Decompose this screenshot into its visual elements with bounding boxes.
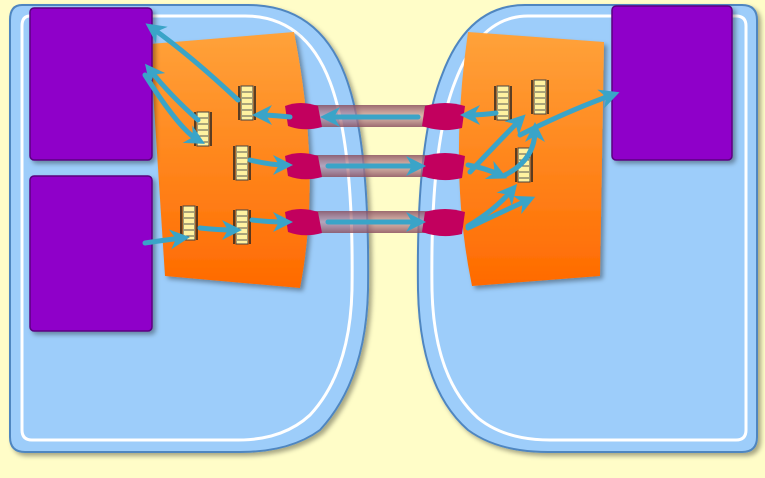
- queue-l3: [233, 145, 251, 181]
- arrow-set: [142, 23, 620, 250]
- arrow-channel2-to-queue: [465, 160, 508, 179]
- process-right-top: [611, 5, 733, 161]
- arrow-queue-to-queue: [197, 219, 242, 240]
- queue-r2: [531, 79, 549, 115]
- arrow-to-process-top-2: [145, 63, 201, 123]
- queue-l1: [238, 85, 256, 121]
- arrow-channel3-right: [465, 195, 536, 231]
- arrow-to-right-process: [517, 89, 620, 138]
- arrow-process-to-adapter: [142, 72, 205, 144]
- queue-l4: [180, 205, 198, 241]
- arrow-queue-to-channel-1: [460, 104, 499, 125]
- process-left-bottom: [29, 175, 153, 332]
- arrow-queue-to-channel-3: [249, 211, 293, 232]
- arrow-queue-r3-up: [467, 114, 526, 175]
- arrow-process-bottom-to-queue: [142, 229, 190, 250]
- arrow-to-process-top-1: [145, 23, 241, 103]
- arrow-queue-r2-up: [502, 122, 545, 178]
- arrow-queue-to-channel-2: [247, 154, 293, 175]
- queue-l5: [233, 209, 251, 245]
- arrow-channel1-to-queue: [252, 105, 293, 126]
- process-left-top: [29, 7, 153, 161]
